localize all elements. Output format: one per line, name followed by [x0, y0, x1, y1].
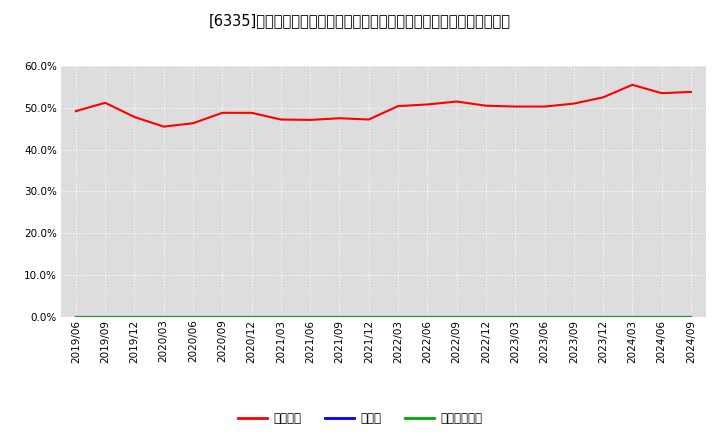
- Legend: 自己資本, のれん, 繰延税金資産: 自己資本, のれん, 繰延税金資産: [233, 407, 487, 430]
- Text: [6335]　自己資本、のれん、繰延税金資産の総資産に対する比率の推移: [6335] 自己資本、のれん、繰延税金資産の総資産に対する比率の推移: [209, 13, 511, 28]
